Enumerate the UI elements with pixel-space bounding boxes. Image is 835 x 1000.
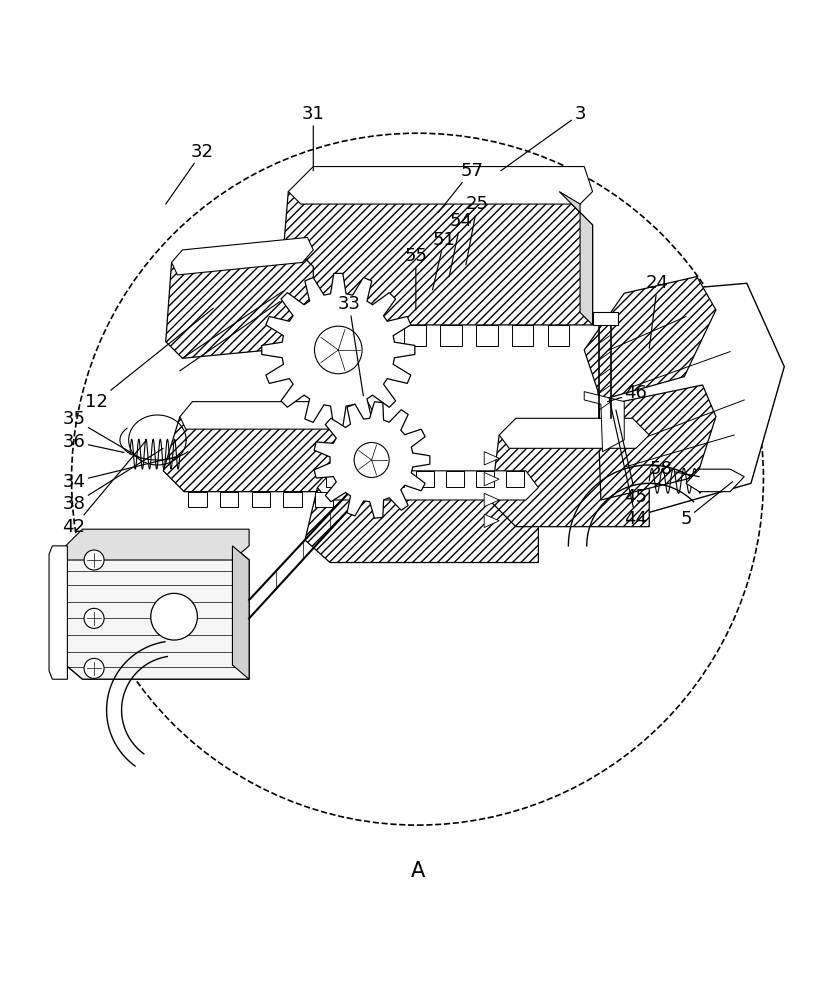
Text: 3: 3 <box>501 105 586 171</box>
Polygon shape <box>166 250 313 358</box>
Polygon shape <box>597 283 784 525</box>
Polygon shape <box>288 167 593 204</box>
Text: 44: 44 <box>610 398 647 528</box>
Polygon shape <box>484 472 499 486</box>
Polygon shape <box>593 312 618 325</box>
Text: 31: 31 <box>302 105 325 171</box>
Polygon shape <box>283 492 301 507</box>
Polygon shape <box>220 492 238 507</box>
Text: 51: 51 <box>433 231 456 290</box>
Polygon shape <box>326 471 344 487</box>
Polygon shape <box>314 402 430 518</box>
Polygon shape <box>171 237 313 275</box>
Text: 25: 25 <box>466 195 489 265</box>
Text: 57: 57 <box>438 162 483 212</box>
Polygon shape <box>261 273 415 427</box>
Polygon shape <box>332 325 354 346</box>
Polygon shape <box>66 529 249 560</box>
Polygon shape <box>317 471 539 500</box>
Polygon shape <box>446 471 464 487</box>
Polygon shape <box>351 435 367 445</box>
Polygon shape <box>164 417 376 492</box>
Polygon shape <box>180 402 376 429</box>
Text: 5: 5 <box>681 482 732 528</box>
Text: 42: 42 <box>63 440 147 536</box>
Polygon shape <box>280 192 593 325</box>
Polygon shape <box>584 392 625 452</box>
Text: 45: 45 <box>616 410 647 506</box>
Polygon shape <box>484 452 499 465</box>
Polygon shape <box>66 546 249 679</box>
Polygon shape <box>188 492 206 507</box>
Text: 34: 34 <box>63 456 180 491</box>
Text: 33: 33 <box>337 295 363 396</box>
Polygon shape <box>476 325 498 346</box>
Circle shape <box>84 658 104 678</box>
Polygon shape <box>356 471 374 487</box>
Circle shape <box>151 593 197 640</box>
Circle shape <box>315 326 362 374</box>
Polygon shape <box>484 493 499 507</box>
Text: 54: 54 <box>449 212 473 277</box>
Text: 32: 32 <box>166 143 214 204</box>
Polygon shape <box>296 325 318 346</box>
Polygon shape <box>506 471 524 487</box>
Polygon shape <box>476 471 494 487</box>
Text: 55: 55 <box>404 247 428 310</box>
Circle shape <box>84 550 104 570</box>
Polygon shape <box>559 192 593 325</box>
Polygon shape <box>305 487 539 563</box>
Text: 24: 24 <box>646 274 669 348</box>
Text: 35: 35 <box>63 410 141 458</box>
Text: A: A <box>410 861 425 881</box>
Polygon shape <box>600 385 716 500</box>
Polygon shape <box>351 450 367 460</box>
Polygon shape <box>416 471 434 487</box>
Polygon shape <box>386 471 404 487</box>
Polygon shape <box>351 420 367 430</box>
Text: 36: 36 <box>63 433 124 452</box>
Text: 38: 38 <box>63 448 164 513</box>
Polygon shape <box>512 325 534 346</box>
Circle shape <box>354 442 389 477</box>
Polygon shape <box>251 492 270 507</box>
Polygon shape <box>351 480 367 490</box>
Polygon shape <box>484 514 499 528</box>
Polygon shape <box>404 325 426 346</box>
Polygon shape <box>499 418 650 448</box>
Polygon shape <box>49 546 68 679</box>
Polygon shape <box>548 325 569 346</box>
Polygon shape <box>368 325 390 346</box>
Polygon shape <box>315 492 333 507</box>
Circle shape <box>84 608 104 628</box>
Polygon shape <box>686 469 744 492</box>
Text: 58: 58 <box>650 460 699 478</box>
Polygon shape <box>232 546 249 679</box>
Text: 46: 46 <box>608 384 647 402</box>
Polygon shape <box>351 465 367 475</box>
Text: 12: 12 <box>85 308 213 411</box>
Polygon shape <box>440 325 462 346</box>
Polygon shape <box>584 277 716 400</box>
Polygon shape <box>491 435 650 527</box>
